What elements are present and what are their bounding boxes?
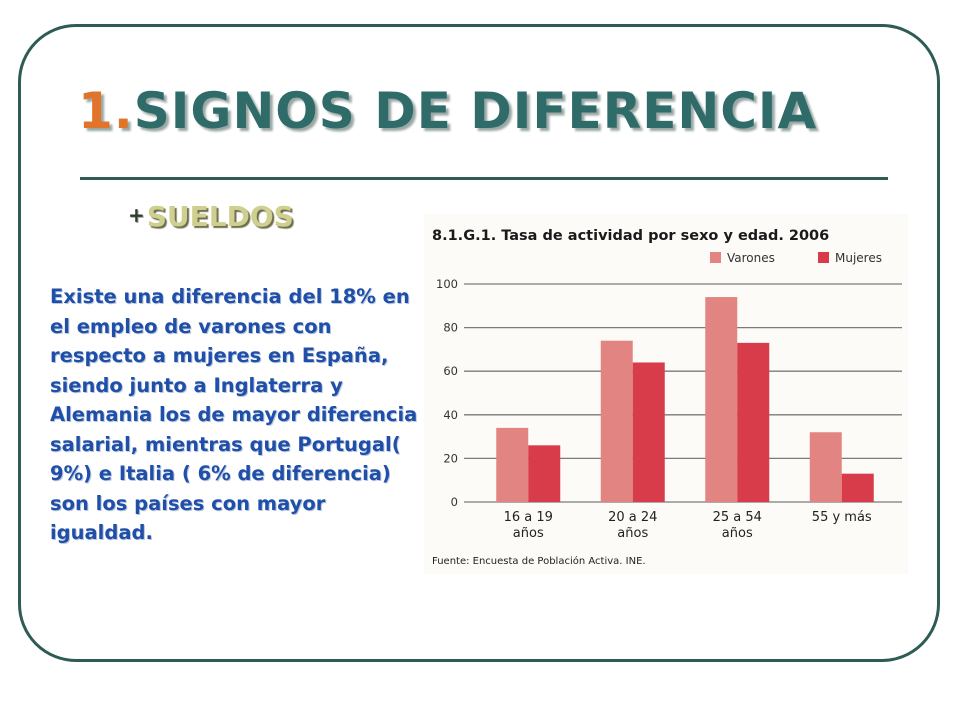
chart-title: 8.1.G.1. Tasa de actividad por sexo y ed… xyxy=(432,228,829,244)
x-tick-label-3-line-2: años xyxy=(722,526,753,541)
legend-swatch-varones xyxy=(710,252,721,263)
x-tick-label-4-line-1: 55 y más xyxy=(812,510,872,525)
slide-frame xyxy=(18,24,940,662)
bar-varones-1 xyxy=(496,427,529,502)
bar-mujeres-3 xyxy=(737,342,770,502)
bar-mujeres-4 xyxy=(841,473,874,502)
x-tick-label-2-line-2: años xyxy=(617,526,648,541)
y-tick-label-80: 80 xyxy=(443,321,458,335)
bar-mujeres-2 xyxy=(632,362,665,502)
legend-swatch-mujeres xyxy=(818,252,829,263)
y-tick-label-0: 0 xyxy=(451,495,458,509)
body-paragraph: Existe una diferencia del 18% en el empl… xyxy=(50,285,418,544)
bullet-heading: +SUELDOS xyxy=(128,200,294,233)
legend-label-mujeres: Mujeres xyxy=(835,251,882,265)
y-tick-label-100: 100 xyxy=(436,277,458,291)
bullet-text: SUELDOS xyxy=(146,200,294,233)
x-tick-label-1-line-1: 16 a 19 xyxy=(504,510,553,525)
y-tick-label-20: 20 xyxy=(443,451,458,465)
bar-mujeres-1 xyxy=(528,445,561,502)
y-tick-label-40: 40 xyxy=(443,408,458,422)
x-tick-label-2-line-1: 20 a 24 xyxy=(608,510,657,525)
y-tick-label-60: 60 xyxy=(443,364,458,378)
bullet-mark: + xyxy=(128,203,145,227)
legend-label-varones: Varones xyxy=(727,251,775,265)
bar-varones-4 xyxy=(809,432,842,502)
chart-panel: 8.1.G.1. Tasa de actividad por sexo y ed… xyxy=(424,214,908,574)
chart-source-note: Fuente: Encuesta de Población Activa. IN… xyxy=(432,555,646,567)
title-divider xyxy=(80,177,888,180)
title-text: SIGNOS DE DIFERENCIA xyxy=(133,82,818,140)
activity-rate-chart: 8.1.G.1. Tasa de actividad por sexo y ed… xyxy=(432,228,902,567)
bar-varones-2 xyxy=(600,340,633,502)
x-tick-label-3-line-1: 25 a 54 xyxy=(713,510,762,525)
title-number: 1. xyxy=(78,82,134,140)
x-tick-label-1-line-2: años xyxy=(513,526,544,541)
slide-title: 1.SIGNOS DE DIFERENCIA xyxy=(78,82,817,140)
bar-varones-3 xyxy=(705,297,738,502)
